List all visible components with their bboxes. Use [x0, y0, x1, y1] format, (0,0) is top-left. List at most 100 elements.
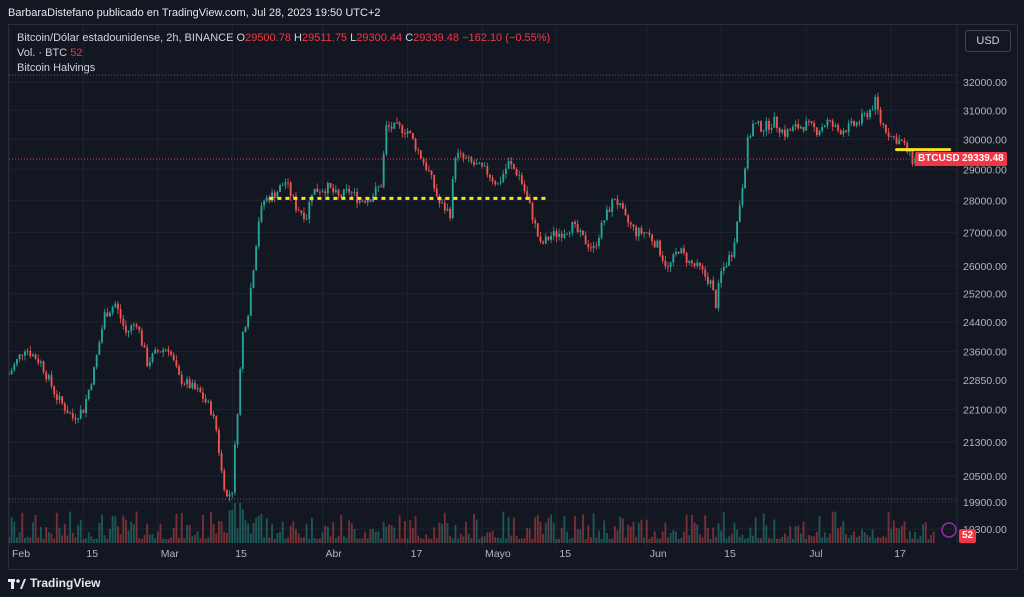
- volume-bar: [427, 538, 430, 543]
- volume-bar: [914, 531, 917, 543]
- candle-body: [225, 489, 228, 497]
- symbol-title[interactable]: Bitcoin/Dólar estadounidense, 2h, BINANC…: [17, 32, 234, 44]
- last-price-symbol-tag: BTCUSD: [915, 151, 963, 166]
- volume-bar: [380, 538, 382, 543]
- volume-bar: [398, 515, 401, 543]
- volume-bar: [175, 513, 178, 543]
- volume-bar: [605, 532, 608, 543]
- volume-bar: [839, 526, 842, 543]
- candle-body: [520, 175, 523, 184]
- volume-bar: [393, 527, 396, 543]
- candle-body: [202, 392, 204, 399]
- candle-body: [728, 255, 731, 266]
- candle-body: [345, 188, 348, 190]
- volume-value-tag: 52: [959, 529, 977, 543]
- volume-bar: [810, 536, 813, 543]
- volume-bar: [489, 532, 491, 543]
- y-tick-label: 26000.00: [963, 261, 1007, 273]
- volume-bar: [39, 527, 42, 543]
- y-tick-label: 19900.00: [963, 497, 1007, 509]
- candle-body: [531, 203, 534, 221]
- volume-bar: [709, 538, 712, 543]
- candle-body: [900, 139, 903, 141]
- chart-panel[interactable]: 32000.00 31000.00 30000.00 29000.00 28000.00…: [8, 24, 1018, 570]
- volume-bar: [542, 533, 545, 543]
- volume-bar: [837, 528, 840, 543]
- x-tick-label: Jul: [809, 548, 822, 560]
- candle-body: [805, 120, 808, 131]
- candle-body: [396, 122, 398, 124]
- candle-body: [616, 199, 619, 206]
- volume-bar: [643, 537, 646, 543]
- volume-bar: [255, 517, 258, 543]
- candle-body: [821, 127, 824, 131]
- volume-bar: [486, 532, 489, 543]
- currency-button[interactable]: USD: [965, 30, 1011, 52]
- indicator-legend-row[interactable]: Bitcoin Halvings: [17, 61, 550, 76]
- volume-bar: [433, 527, 436, 543]
- y-tick-label: 25200.00: [963, 288, 1007, 300]
- volume-bar: [895, 527, 898, 543]
- volume-bar: [927, 538, 930, 543]
- candle-body: [786, 129, 789, 137]
- candle-body: [871, 109, 874, 111]
- candle-body: [318, 191, 321, 193]
- candle-body: [411, 133, 414, 139]
- volume-bar: [443, 512, 446, 543]
- volume-bar: [799, 533, 802, 543]
- y-tick-label: 22850.00: [963, 375, 1007, 387]
- volume-bar: [204, 538, 207, 543]
- volume-bar: [637, 522, 640, 543]
- candle-body: [624, 208, 627, 216]
- tradingview-logo-text: TradingView: [30, 576, 101, 590]
- volume-bar: [597, 530, 600, 543]
- volume-bar: [425, 534, 428, 543]
- candle-body: [66, 410, 69, 414]
- candle-body: [31, 354, 34, 357]
- volume-bar: [760, 538, 762, 543]
- volume-bar: [563, 515, 566, 543]
- candle-body: [502, 174, 505, 182]
- volume-bar: [289, 525, 292, 543]
- price-chart[interactable]: 32000.00 31000.00 30000.00 29000.00 28000.00…: [9, 25, 1019, 571]
- candle-body: [303, 212, 305, 220]
- candle-body: [683, 248, 685, 253]
- candle-body: [289, 182, 292, 197]
- volume-bar: [279, 532, 281, 543]
- candle-body: [523, 183, 526, 192]
- volume-bar: [815, 531, 818, 543]
- volume-bar: [404, 520, 406, 543]
- x-tick-label: 17: [411, 548, 423, 560]
- candle-body: [21, 354, 24, 356]
- candle-body: [204, 398, 207, 402]
- volume-legend-row[interactable]: Vol. · BTC 52: [17, 46, 550, 61]
- candle-body: [890, 135, 893, 137]
- candle-body: [874, 96, 877, 110]
- volume-bar: [109, 528, 111, 543]
- volume-bar: [467, 534, 470, 543]
- candle-body: [582, 230, 584, 236]
- volume-bar: [664, 522, 667, 543]
- candle-body: [98, 342, 101, 355]
- tradingview-logo[interactable]: TradingView: [8, 576, 100, 590]
- volume-bar: [831, 511, 834, 543]
- volume-bar: [167, 538, 170, 543]
- candle-body: [831, 120, 834, 127]
- volume-bar: [685, 514, 688, 543]
- volume-bar: [9, 537, 10, 543]
- volume-bar: [225, 532, 228, 543]
- y-tick-label: 31000.00: [963, 105, 1007, 117]
- candle-body: [122, 318, 125, 326]
- volume-bar: [313, 538, 316, 543]
- volume-bar: [635, 536, 638, 543]
- candle-body: [688, 260, 691, 263]
- candle-body: [651, 234, 653, 242]
- candle-body: [770, 127, 773, 130]
- candle-body: [324, 191, 327, 194]
- candle-body: [212, 414, 215, 417]
- candle-body: [693, 263, 696, 266]
- candle-body: [180, 374, 183, 384]
- candle-body: [497, 183, 499, 185]
- x-tick-label: Abr: [326, 548, 343, 560]
- volume-bar: [98, 522, 101, 543]
